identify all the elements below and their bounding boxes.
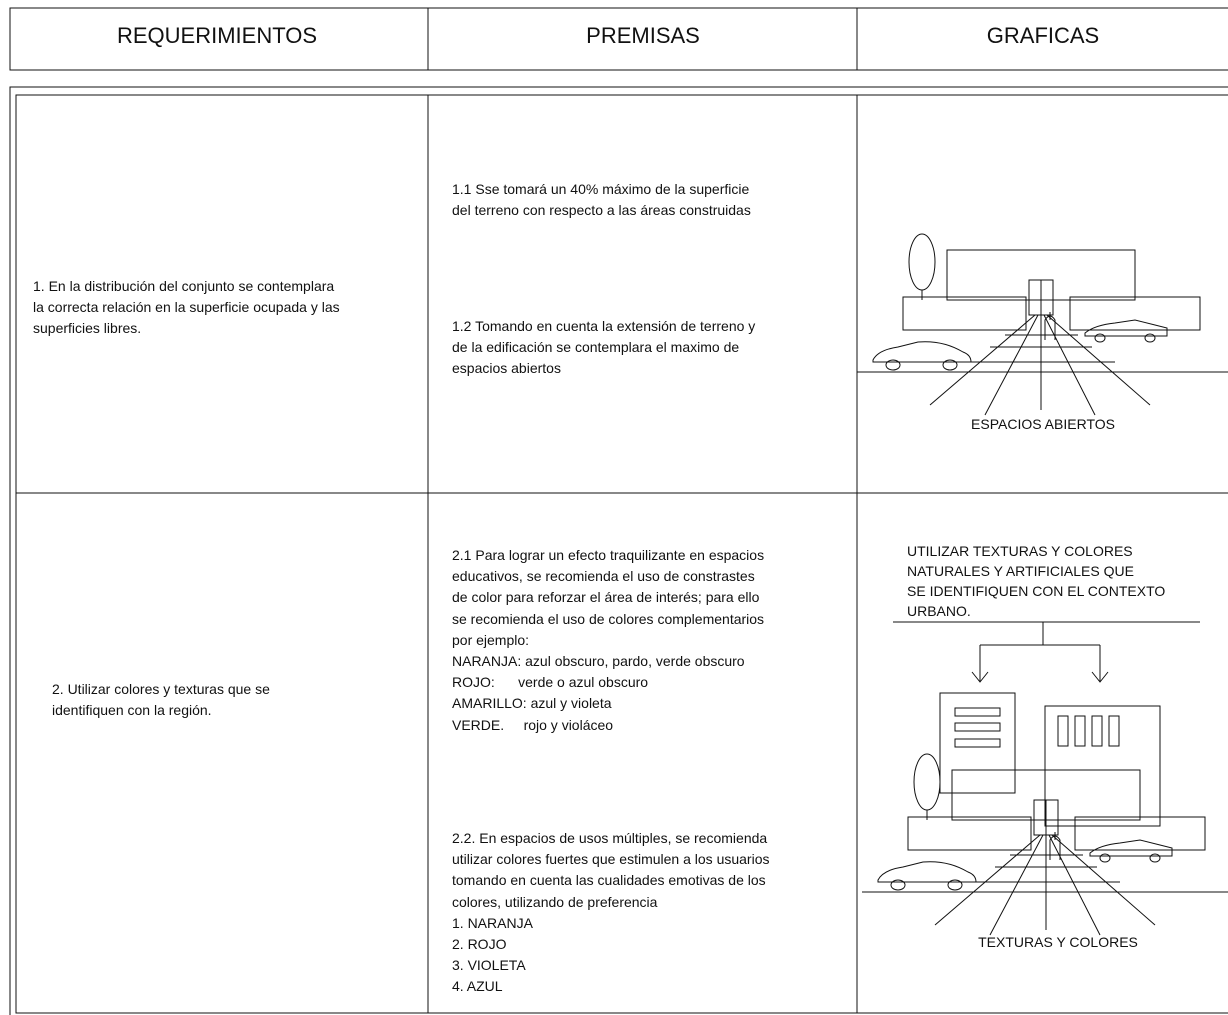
graphic-caption: ESPACIOS ABIERTOS xyxy=(971,416,1115,432)
premise-line: se recomienda el uso de colores compleme… xyxy=(452,610,765,627)
requirement-line: la correcta relación en la superficie oc… xyxy=(33,299,340,315)
requirement-line: 1. En la distribución del conjunto se co… xyxy=(33,278,335,294)
premise-line: educativos, se recomienda el uso de cons… xyxy=(452,568,755,585)
requirement-line: identifiquen con la región. xyxy=(52,702,212,718)
graphic-note: NATURALES Y ARTIFICIALES QUE xyxy=(907,563,1134,579)
premise-line: 1.2 Tomando en cuenta la extensión de te… xyxy=(452,318,756,334)
premise-line: 2.2. En espacios de usos múltiples, se r… xyxy=(452,830,768,846)
premise-line: 2. ROJO xyxy=(452,936,507,952)
premise-line: espacios abiertos xyxy=(452,360,561,377)
graphic-caption: TEXTURAS Y COLORES xyxy=(978,934,1138,950)
column-header: GRAFICAS xyxy=(986,23,1100,48)
column-header: REQUERIMIENTOS xyxy=(116,23,318,48)
premise-line: por ejemplo: xyxy=(452,631,530,648)
graphic-note: URBANO. xyxy=(907,603,971,619)
premise-line: de color para reforzar el área de interé… xyxy=(452,589,760,606)
premise-line: NARANJA: azul obscuro, pardo, verde obsc… xyxy=(452,653,745,669)
graphic-note: UTILIZAR TEXTURAS Y COLORES xyxy=(907,543,1133,559)
premise-line: 3. VIOLETA xyxy=(452,957,526,974)
premise-line: AMARILLO: azul y violeta xyxy=(452,695,612,712)
premise-line: 2.1 Para lograr un efecto traquilizante … xyxy=(452,547,765,563)
premise-line: 1. NARANJA xyxy=(452,914,533,931)
premise-line: colores, utilizando de preferencia xyxy=(452,893,658,910)
premise-line: utilizar colores fuertes que estimulen a… xyxy=(452,851,770,868)
premise-line: 1.1 Sse tomará un 40% máximo de la super… xyxy=(452,181,750,197)
column-header: PREMISAS xyxy=(586,23,700,48)
premise-line: de la edificación se contemplara el maxi… xyxy=(452,339,740,356)
premise-line: VERDE. rojo y violáceo xyxy=(452,716,614,733)
requirement-line: 2. Utilizar colores y texturas que se xyxy=(52,681,270,697)
premise-line: tomando en cuenta las cualidades emotiva… xyxy=(452,872,766,889)
premise-line: del terreno con respecto a las áreas con… xyxy=(452,202,751,219)
premise-line: 4. AZUL xyxy=(452,978,503,995)
graphic-note: SE IDENTIFIQUEN CON EL CONTEXTO xyxy=(907,583,1166,599)
premise-line: ROJO: verde o azul obscuro xyxy=(452,674,649,691)
requirement-line: superficies libres. xyxy=(33,320,142,336)
